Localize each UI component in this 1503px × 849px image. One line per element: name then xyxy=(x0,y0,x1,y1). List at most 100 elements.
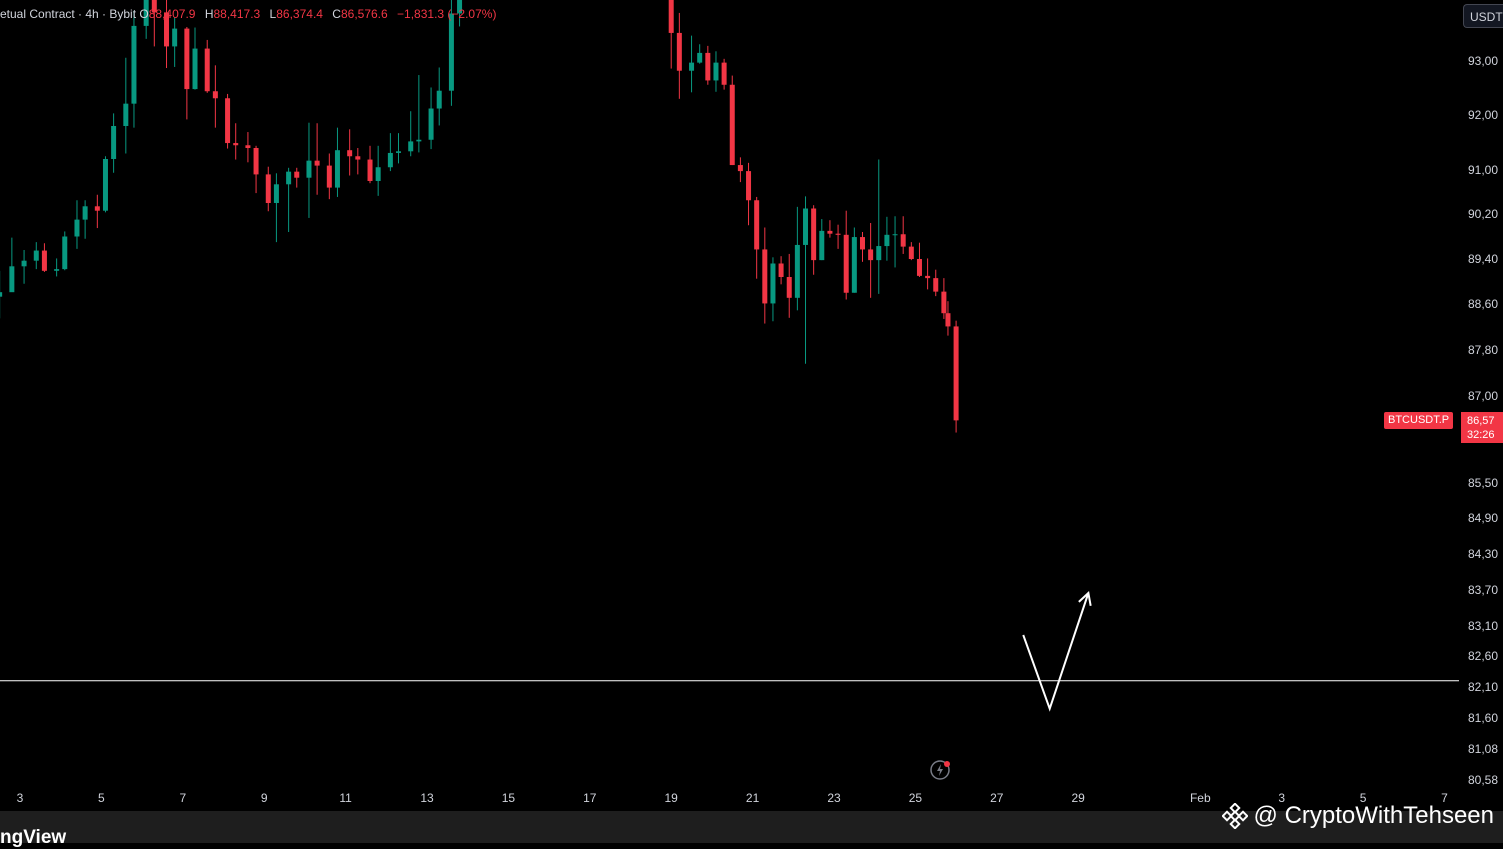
candle[interactable] xyxy=(689,35,695,93)
candle[interactable] xyxy=(770,257,776,322)
candle-body xyxy=(945,313,951,327)
candle[interactable] xyxy=(457,0,463,27)
candle[interactable] xyxy=(778,256,784,285)
candle[interactable] xyxy=(204,39,210,93)
candle[interactable] xyxy=(916,242,922,277)
candle[interactable] xyxy=(428,87,434,150)
candle-body xyxy=(843,234,849,293)
candle[interactable] xyxy=(273,173,279,243)
candle[interactable] xyxy=(265,166,271,212)
candle[interactable] xyxy=(143,0,149,39)
candle[interactable] xyxy=(868,223,874,298)
candle[interactable] xyxy=(326,153,332,200)
candle[interactable] xyxy=(54,258,60,277)
projection-arrow-path[interactable] xyxy=(1022,592,1090,712)
candle[interactable] xyxy=(33,242,39,270)
candle[interactable] xyxy=(9,237,15,293)
candle[interactable] xyxy=(102,156,108,213)
candle[interactable] xyxy=(746,162,752,226)
candle[interactable] xyxy=(697,44,703,64)
candle[interactable] xyxy=(74,200,80,249)
candle[interactable] xyxy=(953,320,959,433)
candle[interactable] xyxy=(851,227,857,293)
candle[interactable] xyxy=(192,27,198,90)
time-tick-label: 7 xyxy=(179,791,187,805)
candle[interactable] xyxy=(762,227,768,324)
candle[interactable] xyxy=(737,157,743,183)
candle[interactable] xyxy=(908,242,914,261)
candle[interactable] xyxy=(367,145,373,184)
candle[interactable] xyxy=(941,278,947,319)
time-tick-label: 9 xyxy=(260,791,268,805)
candle[interactable] xyxy=(925,258,931,290)
symbol-description[interactable]: etual Contract · 4h · Bybit xyxy=(0,7,137,21)
candle[interactable] xyxy=(123,57,129,154)
time-tick-label: 5 xyxy=(98,791,105,805)
candle[interactable] xyxy=(803,196,809,364)
candle-body xyxy=(0,292,3,297)
candle[interactable] xyxy=(21,250,27,284)
candle[interactable] xyxy=(347,129,353,176)
candle[interactable] xyxy=(827,220,833,238)
candle[interactable] xyxy=(676,12,682,99)
candle[interactable] xyxy=(754,196,760,279)
candle[interactable] xyxy=(172,17,178,67)
candle[interactable] xyxy=(225,93,231,149)
price-tick-label: 89,40 xyxy=(1468,252,1499,266)
candle[interactable] xyxy=(859,232,865,262)
candle[interactable] xyxy=(151,0,157,47)
candle[interactable] xyxy=(387,133,393,172)
candle[interactable] xyxy=(794,206,800,311)
candle[interactable] xyxy=(705,45,711,85)
candle[interactable] xyxy=(721,58,727,90)
price-tick-label: 84,90 xyxy=(1468,511,1499,525)
candle[interactable] xyxy=(396,133,402,164)
candle[interactable] xyxy=(408,111,414,157)
candle[interactable] xyxy=(334,127,340,197)
candle[interactable] xyxy=(94,194,100,229)
candle[interactable] xyxy=(811,205,817,275)
time-tick-label: 21 xyxy=(745,791,760,805)
candle[interactable] xyxy=(62,231,68,271)
candle[interactable] xyxy=(245,132,251,163)
candle[interactable] xyxy=(884,216,890,261)
candle[interactable] xyxy=(713,51,719,92)
candle[interactable] xyxy=(164,0,170,69)
candle[interactable] xyxy=(892,216,898,268)
candle[interactable] xyxy=(933,269,939,297)
candle[interactable] xyxy=(843,210,849,300)
candle[interactable] xyxy=(819,219,825,261)
candle[interactable] xyxy=(668,0,674,69)
candle[interactable] xyxy=(355,148,361,175)
candle-body xyxy=(355,156,361,160)
candle[interactable] xyxy=(233,123,239,160)
candle[interactable] xyxy=(306,122,312,218)
candle[interactable] xyxy=(448,0,454,106)
candle[interactable] xyxy=(835,224,841,249)
candle[interactable] xyxy=(82,200,88,239)
candle[interactable] xyxy=(111,113,117,173)
candle[interactable] xyxy=(0,270,3,319)
candle[interactable] xyxy=(945,301,951,336)
candle[interactable] xyxy=(786,253,792,318)
candle[interactable] xyxy=(294,167,300,188)
candle[interactable] xyxy=(416,75,422,153)
candle[interactable] xyxy=(253,145,259,194)
candle-body xyxy=(33,250,39,261)
candle[interactable] xyxy=(286,167,292,232)
candle[interactable] xyxy=(41,243,47,272)
candle[interactable] xyxy=(131,10,137,128)
candle[interactable] xyxy=(375,145,381,196)
candle-body xyxy=(892,234,898,236)
lightning-icon[interactable] xyxy=(929,759,951,781)
candle[interactable] xyxy=(184,26,190,120)
candle[interactable] xyxy=(876,159,882,294)
candle-body xyxy=(819,230,825,261)
candle[interactable] xyxy=(900,216,906,254)
candle[interactable] xyxy=(314,123,320,195)
candle[interactable] xyxy=(436,67,442,126)
currency-selector[interactable]: USDT xyxy=(1463,4,1503,28)
candle[interactable] xyxy=(212,65,218,128)
candle[interactable] xyxy=(729,75,735,166)
